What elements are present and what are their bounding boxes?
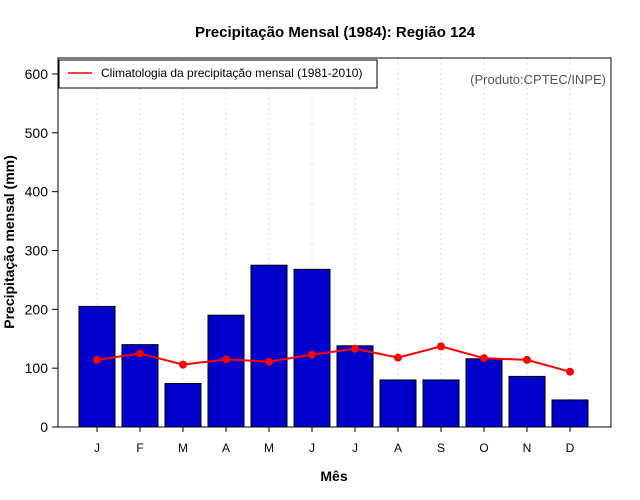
y-axis-label: Precipitação mensal (mm) — [1, 155, 17, 329]
climatology-point-6 — [351, 344, 359, 353]
grid-lines — [96, 58, 571, 427]
bar-5 — [293, 268, 331, 428]
x-tick-label-11: D — [566, 441, 575, 455]
legend: Climatologia da precipitação mensal (198… — [58, 59, 378, 89]
x-tick-label-3: A — [222, 441, 230, 455]
y-tick-label-0: 0 — [40, 419, 48, 435]
x-axis-label: Mês — [320, 468, 347, 484]
climatology-point-3 — [222, 355, 230, 364]
y-tick-label-4: 400 — [25, 184, 49, 200]
x-tick-label-5: J — [309, 441, 315, 455]
legend-entry-climatology: Climatologia da precipitação mensal (198… — [101, 66, 362, 80]
bar-2 — [164, 382, 202, 428]
plot-frame — [57, 57, 612, 428]
climatology-point-11 — [566, 367, 574, 376]
y-tick-label-5: 500 — [25, 125, 49, 141]
bar-4 — [250, 264, 288, 428]
bar-9 — [465, 358, 503, 428]
y-axis-ticks: 0 100 200 300 400 500 600 — [25, 66, 58, 435]
bar-10 — [508, 375, 546, 428]
bar-series — [78, 264, 589, 428]
climatology-line — [96, 345, 571, 373]
bar-0 — [78, 305, 116, 428]
bar-11 — [551, 399, 589, 428]
bar-3 — [207, 314, 245, 428]
x-tick-label-0: J — [94, 441, 100, 455]
climatology-point-4 — [265, 357, 273, 366]
climatology-point-10 — [523, 355, 531, 364]
x-tick-label-6: J — [352, 441, 358, 455]
x-tick-label-2: M — [178, 441, 188, 455]
bar-8 — [422, 379, 460, 428]
climatology-point-2 — [179, 360, 187, 369]
bar-1 — [121, 344, 159, 428]
bar-7 — [379, 379, 417, 428]
bar-6 — [336, 345, 374, 428]
y-tick-label-6: 600 — [25, 66, 49, 82]
x-tick-label-1: F — [136, 441, 143, 455]
climatology-point-7 — [394, 353, 402, 362]
x-tick-label-8: S — [437, 441, 445, 455]
y-tick-label-2: 200 — [25, 301, 49, 317]
climatology-point-5 — [308, 350, 316, 359]
x-tick-label-10: N — [523, 441, 532, 455]
y-tick-label-3: 300 — [25, 243, 49, 259]
climatology-point-0 — [93, 355, 101, 364]
climatology-point-9 — [480, 354, 488, 363]
x-tick-label-7: A — [394, 441, 402, 455]
climatology-series — [93, 342, 574, 376]
x-tick-label-4: M — [264, 441, 274, 455]
climatology-point-8 — [437, 342, 445, 351]
chart-title: Precipitação Mensal (1984): Região 124 — [195, 24, 476, 41]
y-tick-label-1: 100 — [25, 360, 49, 376]
climatology-point-1 — [136, 349, 144, 358]
source-annotation: (Produto:CPTEC/INPE) — [470, 72, 606, 87]
legend-box — [58, 59, 378, 89]
x-tick-label-9: O — [479, 441, 488, 455]
